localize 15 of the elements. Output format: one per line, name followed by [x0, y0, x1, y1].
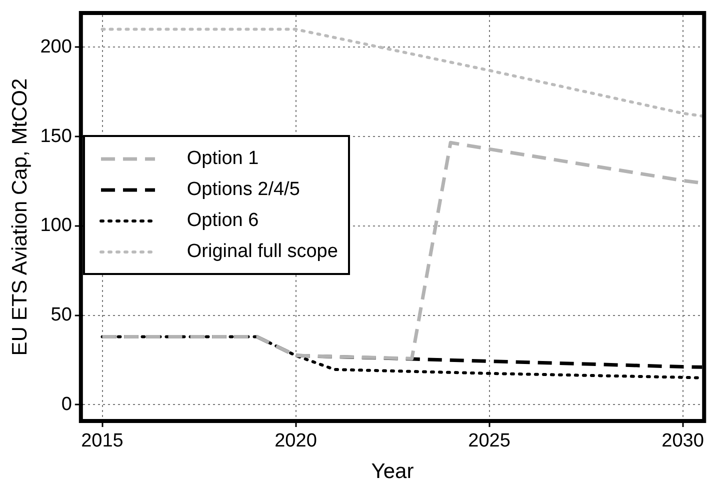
- y-tick-label: 0: [61, 394, 72, 415]
- x-tick-label: 2030: [662, 430, 704, 452]
- legend-label: Option 1: [186, 147, 259, 171]
- x-tick-label: 2025: [468, 430, 510, 452]
- y-tick-label: 150: [40, 126, 72, 147]
- y-tick-label: 50: [50, 304, 72, 326]
- x-tick-label: 2015: [81, 430, 124, 452]
- y-tick-label: 100: [40, 215, 72, 236]
- y-tick-label: 200: [40, 36, 72, 58]
- x-tick-label: 2020: [274, 430, 317, 452]
- legend-label: Option 6: [186, 209, 259, 233]
- x-axis-title: Year: [371, 460, 414, 484]
- y-axis-title: EU ETS Aviation Cap, MtCO2: [8, 78, 32, 356]
- legend-label: Original full scope: [186, 240, 338, 264]
- legend-label: Options 2/4/5: [186, 178, 300, 202]
